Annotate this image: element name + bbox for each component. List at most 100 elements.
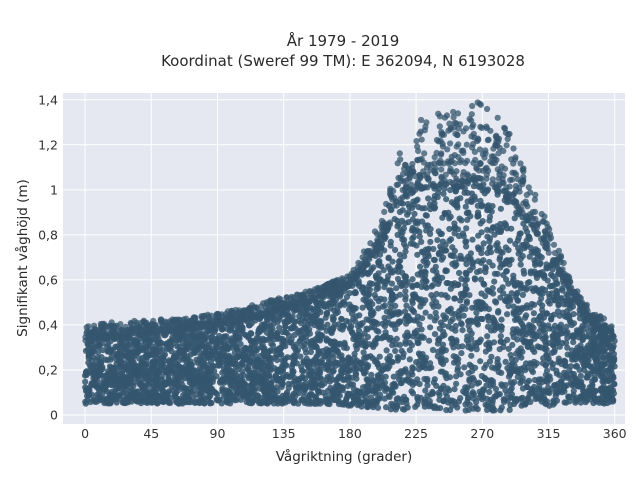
scatter-point (402, 248, 409, 255)
scatter-point (430, 196, 437, 203)
scatter-point (197, 389, 205, 396)
scatter-point (530, 317, 538, 324)
scatter-point (280, 337, 287, 344)
scatter-point (415, 397, 422, 405)
scatter-point (388, 358, 395, 365)
scatter-point (519, 291, 527, 298)
scatter-point (495, 150, 502, 157)
scatter-point (293, 341, 300, 348)
scatter-point (515, 250, 522, 257)
scatter-point (318, 375, 325, 383)
scatter-point (440, 328, 447, 335)
scatter-point (498, 316, 505, 323)
scatter-point (82, 378, 89, 385)
scatter-point (479, 393, 487, 401)
scatter-point (512, 240, 519, 248)
scatter-point (453, 261, 460, 268)
scatter-point (395, 258, 402, 265)
scatter-point (182, 368, 189, 376)
scatter-point (537, 344, 545, 351)
scatter-point (409, 204, 416, 211)
scatter-point (511, 396, 518, 403)
scatter-point (279, 357, 286, 364)
scatter-point (506, 406, 513, 413)
scatter-point (325, 301, 332, 308)
scatter-point (127, 378, 134, 385)
scatter-point (253, 357, 260, 364)
scatter-point (132, 340, 139, 347)
scatter-point (553, 387, 560, 394)
scatter-point (477, 182, 484, 190)
scatter-point (400, 367, 407, 375)
chart-title: År 1979 - 2019 (287, 31, 400, 50)
scatter-point (515, 234, 522, 241)
scatter-point (394, 395, 401, 402)
scatter-point (489, 397, 496, 404)
scatter-point (585, 328, 592, 335)
scatter-point (334, 381, 341, 389)
scatter-point (560, 301, 567, 308)
scatter-point (480, 280, 487, 287)
scatter-point (484, 205, 491, 213)
scatter-point (400, 350, 407, 357)
scatter-point (570, 320, 578, 327)
scatter-point (336, 387, 343, 394)
scatter-point (207, 400, 214, 407)
scatter-point (546, 325, 553, 332)
scatter-point (141, 362, 148, 369)
scatter-point (348, 329, 355, 336)
scatter-point (395, 318, 402, 326)
scatter-point (92, 375, 99, 382)
scatter-point (580, 326, 587, 333)
scatter-point (437, 243, 444, 250)
scatter-point (530, 310, 538, 317)
scatter-point (548, 349, 556, 357)
scatter-point (529, 346, 536, 353)
scatter-point (455, 281, 462, 288)
scatter-point (273, 384, 280, 391)
scatter-point (542, 362, 549, 369)
scatter-point (392, 325, 399, 333)
scatter-point (422, 222, 429, 229)
scatter-point (413, 359, 420, 366)
scatter-point (425, 195, 432, 202)
scatter-point (367, 394, 374, 401)
scatter-point (276, 395, 283, 402)
scatter-point (220, 393, 228, 400)
scatter-point (143, 356, 150, 363)
scatter-point (218, 345, 225, 352)
scatter-point (437, 319, 444, 326)
scatter-point (512, 356, 519, 363)
scatter-point (176, 343, 183, 350)
scatter-point (458, 255, 465, 262)
scatter-point (422, 387, 429, 394)
scatter-point (322, 365, 329, 372)
scatter-point (331, 300, 338, 307)
scatter-point (197, 398, 205, 405)
scatter-point (414, 251, 421, 258)
scatter-point (386, 363, 393, 370)
scatter-point (414, 327, 421, 334)
scatter-point (224, 325, 231, 332)
scatter-point (224, 399, 231, 406)
scatter-point (553, 294, 560, 301)
scatter-point (497, 205, 504, 212)
scatter-point (392, 246, 399, 254)
scatter-point (496, 346, 503, 353)
scatter-point (267, 381, 274, 388)
scatter-point (105, 370, 112, 377)
scatter-point (123, 398, 130, 405)
scatter-point (416, 228, 423, 235)
scatter-point (493, 242, 500, 249)
scatter-point (323, 337, 330, 344)
scatter-point (413, 138, 420, 145)
scatter-point (594, 352, 601, 359)
scatter-point (370, 343, 377, 350)
scatter-point (418, 205, 426, 212)
scatter-point (397, 156, 404, 163)
scatter-point (317, 400, 324, 407)
scatter-point (133, 398, 140, 405)
scatter-point (352, 371, 360, 378)
scatter-point (213, 337, 220, 344)
scatter-point (365, 401, 372, 408)
